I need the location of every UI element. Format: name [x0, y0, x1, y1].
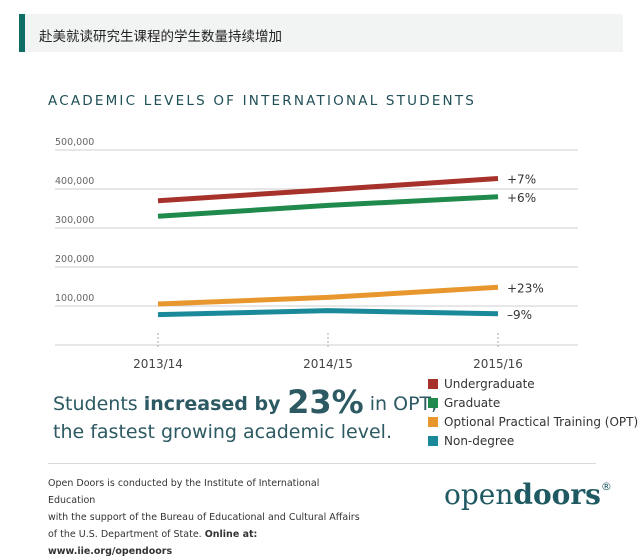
series-line-optional-practical-training-opt- — [157, 284, 499, 307]
data-label-change: +7% — [507, 172, 536, 186]
data-label-change: +6% — [507, 191, 536, 205]
legend-swatch — [428, 378, 438, 389]
divider — [48, 463, 596, 464]
headline-pre: Students — [53, 393, 144, 415]
y-tick-label: 300,000 — [55, 215, 94, 226]
footnote: Open Doors is conducted by the Institute… — [48, 475, 368, 560]
x-tick-label: 2014/15 — [303, 357, 353, 371]
x-tick-label: 2013/14 — [133, 357, 183, 371]
series-line-undergraduate — [157, 175, 499, 204]
legend-item: Non-degree — [428, 431, 638, 450]
legend-swatch — [428, 397, 438, 408]
footnote-line2: with the support of the Bureau of Educat… — [48, 512, 360, 523]
legend-item: Undergraduate — [428, 374, 638, 393]
legend-label: Optional Practical Training (OPT) — [444, 414, 639, 429]
headline-post: in OPT, — [363, 393, 438, 415]
headline-percent: 23% — [287, 383, 364, 421]
chart-title: ACADEMIC LEVELS OF INTERNATIONAL STUDENT… — [48, 93, 477, 109]
legend-label: Graduate — [444, 395, 501, 410]
footnote-line3: of the U.S. Department of State. — [48, 529, 205, 540]
headline-line2: the fastest growing academic level. — [53, 421, 392, 443]
y-tick-label: 500,000 — [55, 137, 94, 148]
legend-swatch — [428, 416, 438, 427]
headline: Students increased by 23% in OPT, the fa… — [53, 386, 438, 446]
series-line-non-degree — [157, 308, 499, 318]
logo-open: open — [444, 478, 514, 511]
x-tick-label: 2015/16 — [473, 357, 523, 371]
legend-label: Undergraduate — [444, 376, 535, 391]
legend-item: Optional Practical Training (OPT) — [428, 412, 638, 431]
y-tick-label: 100,000 — [55, 293, 94, 304]
article-header-bar: 赴美就读研究生课程的学生数量持续增加 — [19, 14, 623, 52]
footnote-line1: Open Doors is conducted by the Institute… — [48, 478, 320, 506]
y-tick-label: 400,000 — [55, 176, 94, 187]
logo-registered-mark: ® — [600, 480, 612, 493]
logo-doors: doors — [513, 478, 601, 511]
chart-legend: Undergraduate Graduate Optional Practical … — [428, 374, 638, 450]
legend-swatch — [428, 435, 438, 446]
opendoors-logo: opendoors® — [444, 478, 612, 511]
footnote-link: Online at: www.iie.org/opendoors — [48, 529, 258, 557]
series-line-graduate — [157, 194, 499, 219]
article-header-title: 赴美就读研究生课程的学生数量持续增加 — [39, 29, 282, 45]
y-tick-label: 200,000 — [55, 254, 94, 265]
data-label-change: +23% — [507, 281, 544, 295]
legend-item: Graduate — [428, 393, 638, 412]
headline-bold: increased by — [143, 393, 288, 415]
data-label-change: –9% — [507, 308, 532, 322]
legend-label: Non-degree — [444, 433, 515, 448]
